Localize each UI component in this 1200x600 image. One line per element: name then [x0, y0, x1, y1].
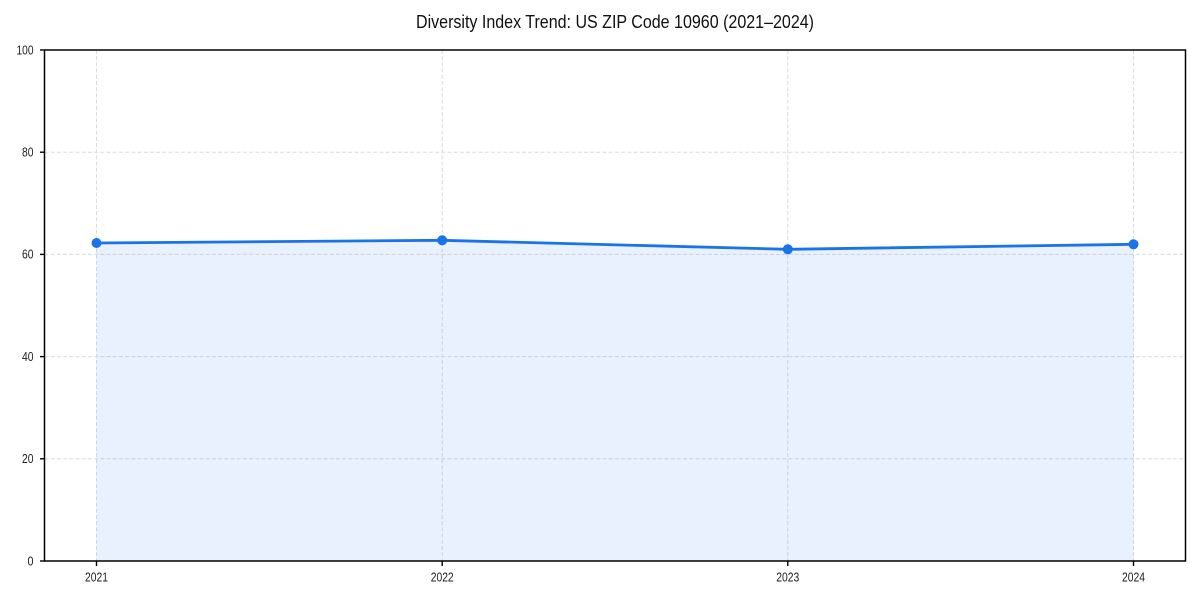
svg-text:80: 80	[22, 146, 34, 160]
svg-text:20: 20	[22, 452, 34, 466]
svg-text:2024: 2024	[1122, 571, 1145, 585]
svg-text:100: 100	[17, 43, 34, 57]
svg-text:Diversity Index Trend: US ZIP: Diversity Index Trend: US ZIP Code 10960…	[416, 12, 814, 32]
svg-text:2022: 2022	[431, 571, 454, 585]
svg-text:60: 60	[22, 248, 34, 262]
svg-text:2021: 2021	[85, 571, 108, 585]
svg-text:0: 0	[28, 554, 34, 568]
svg-text:40: 40	[22, 350, 34, 364]
svg-text:2023: 2023	[776, 571, 799, 585]
